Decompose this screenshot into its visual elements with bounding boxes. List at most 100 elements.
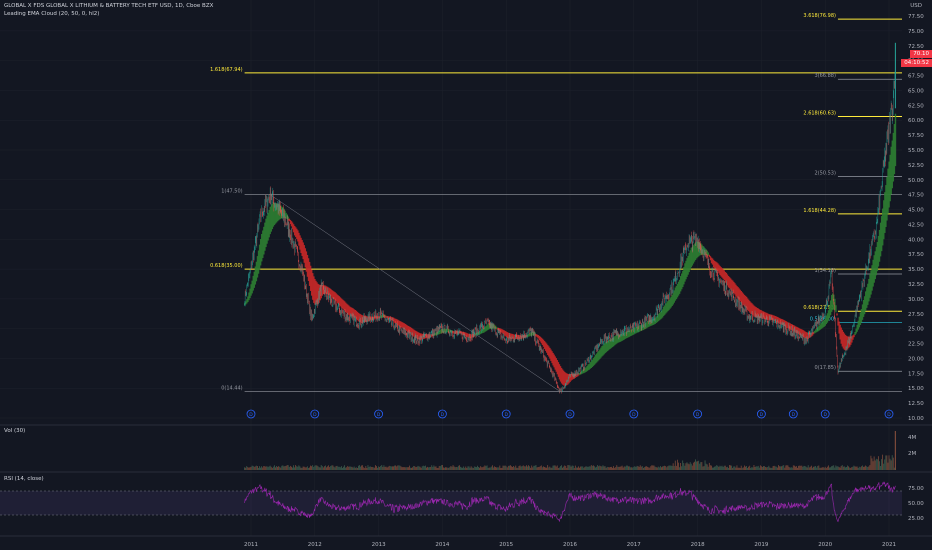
cloud-segment	[595, 353, 598, 363]
dividend-marker	[788, 409, 798, 419]
dividend-marker	[310, 409, 320, 419]
cloud-segment	[684, 263, 686, 282]
cloud-segment	[399, 321, 401, 327]
currency-label: USD	[910, 3, 922, 9]
rsi-band	[0, 491, 902, 515]
rsi-tick: 25.00	[908, 516, 924, 522]
cloud-segment	[470, 334, 472, 339]
cloud-segment	[728, 277, 731, 289]
cloud-segment	[808, 332, 811, 338]
cloud-segment	[686, 258, 688, 277]
cloud-segment	[732, 280, 734, 292]
dividend-letter: D	[887, 412, 891, 418]
fib-label: 1.618(44.28)	[803, 208, 836, 214]
cloud-segment	[273, 202, 276, 226]
cloud-segment	[587, 364, 589, 371]
price-tick: 62.50	[908, 103, 924, 109]
time-tick: 2016	[563, 542, 577, 548]
cloud-segment	[886, 177, 888, 221]
cloud-segment	[542, 339, 545, 347]
cloud-segment	[792, 325, 795, 332]
cloud-segment	[803, 330, 805, 337]
cloud-segment	[358, 313, 361, 323]
cloud-segment	[448, 329, 450, 333]
cloud-segment	[321, 284, 324, 296]
cloud-segment	[604, 342, 606, 354]
dividend-letter: D	[441, 412, 445, 418]
cloud-segment	[868, 278, 870, 302]
cloud-segment	[487, 323, 489, 330]
cloud-segment	[668, 299, 670, 311]
cloud-segment	[571, 373, 573, 380]
cloud-segment	[538, 335, 540, 341]
cloud-segment	[343, 301, 346, 311]
cloud-segment	[602, 345, 604, 356]
cloud-segment	[474, 333, 477, 336]
cloud-segment	[735, 284, 737, 297]
cloud-segment	[513, 334, 515, 340]
cloud-segment	[265, 218, 267, 248]
cloud-segment	[731, 279, 733, 291]
cloud-segment	[819, 324, 821, 330]
cloud-segment	[295, 227, 297, 238]
countdown-tag: 04:10:52	[901, 59, 932, 67]
cloud-segment	[547, 345, 549, 355]
cloud-segment	[484, 326, 486, 332]
cloud-segment	[465, 332, 467, 336]
dividend-letter: D	[313, 412, 317, 418]
time-tick: 2015	[499, 542, 513, 548]
cloud-segment	[608, 339, 611, 350]
cloud-segment	[366, 316, 368, 322]
cloud-segment	[647, 320, 649, 328]
dividend-marker	[374, 409, 384, 419]
cloud-segment	[311, 269, 313, 296]
cloud-segment	[332, 290, 334, 299]
cloud-segment	[827, 310, 830, 321]
cloud-segment	[697, 241, 699, 258]
cloud-segment	[789, 323, 791, 330]
cloud-segment	[339, 297, 342, 307]
last-price-tag: 70.10	[910, 50, 932, 58]
cloud-segment	[659, 311, 662, 320]
cloud-segment	[635, 327, 637, 334]
cloud-segment	[257, 250, 260, 274]
volume-pane: 4M 2M	[0, 424, 932, 470]
price-tick: 75.00	[908, 29, 924, 35]
cloud-segment	[401, 322, 403, 328]
cloud-segment	[878, 229, 881, 262]
cloud-segment	[823, 319, 825, 327]
trend-line-segment	[269, 194, 561, 393]
cloud-segment	[256, 256, 259, 278]
fib-label: 0(14.44)	[221, 386, 242, 392]
cloud-segment	[820, 323, 822, 330]
cloud-segment	[610, 338, 613, 348]
cloud-segment	[721, 268, 723, 278]
cloud-segment	[488, 323, 490, 330]
trend-line	[269, 194, 561, 393]
cloud-segment	[790, 323, 792, 331]
cloud-segment	[536, 334, 538, 338]
cloud-segment	[745, 296, 748, 308]
cloud-segment	[784, 320, 786, 327]
cloud-segment	[674, 287, 677, 301]
time-tick: 2021	[882, 542, 896, 548]
cloud-segment	[660, 310, 663, 319]
fib-levels: 3.618(76.98) 1.618(67.94) 3(66.88) 2.618(60…	[210, 13, 902, 392]
cloud-segment	[877, 235, 880, 267]
time-tick: 2020	[818, 542, 832, 548]
cloud-segment	[308, 261, 311, 286]
cloud-segment	[270, 205, 273, 232]
ema-cloud	[244, 113, 897, 386]
price-tick: 42.50	[908, 222, 924, 228]
cloud-segment	[818, 325, 820, 331]
cloud-segment	[623, 332, 626, 340]
cloud-segment	[870, 270, 872, 295]
cloud-segment	[360, 314, 363, 323]
cloud-segment	[385, 315, 387, 318]
price-tick: 37.50	[908, 252, 924, 258]
cloud-segment	[722, 269, 724, 279]
cloud-segment	[558, 364, 561, 380]
cloud-segment	[597, 352, 599, 362]
fib-label: 0.618(27.93)	[803, 305, 836, 311]
